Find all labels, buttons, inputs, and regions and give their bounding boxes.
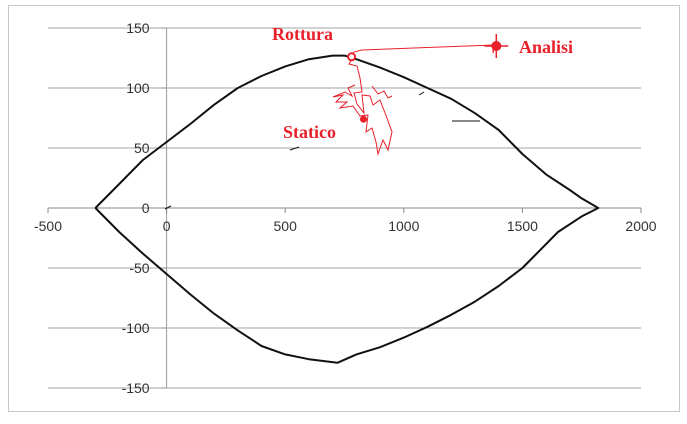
x-tick-label: 0 xyxy=(163,218,171,234)
red-scribble-layer xyxy=(332,44,496,156)
stray-marks-layer xyxy=(164,91,480,210)
annotation-analisi: Analisi xyxy=(519,37,573,57)
x-tick-label: 1000 xyxy=(388,218,419,234)
y-tick-label: 150 xyxy=(126,20,150,36)
annotation-statico: Statico xyxy=(283,122,336,142)
y-tick-label: 0 xyxy=(142,200,150,216)
stray-mark xyxy=(289,146,300,151)
stray-mark xyxy=(164,205,172,210)
point-rottura xyxy=(347,52,357,62)
x-tick-label: -500 xyxy=(34,218,62,234)
point-layer xyxy=(347,34,509,123)
y-tick-label: -150 xyxy=(122,380,150,396)
red-scribble-2 xyxy=(371,85,393,99)
y-tick-label: -50 xyxy=(129,260,149,276)
grid-layer xyxy=(48,27,641,389)
y-tick-label: 50 xyxy=(134,140,150,156)
red-scribble xyxy=(332,44,496,156)
y-tick-label: 100 xyxy=(126,80,150,96)
x-tick-label: 500 xyxy=(274,218,298,234)
point-statico xyxy=(359,115,367,123)
y-tick-label: -100 xyxy=(122,320,150,336)
x-tick-label: 2000 xyxy=(625,218,656,234)
point-analisi xyxy=(491,41,502,51)
series-layer xyxy=(94,54,600,364)
annotation-layer: Rottura Analisi Statico xyxy=(272,24,573,142)
annotation-rottura: Rottura xyxy=(272,24,333,44)
x-tick-label: 1500 xyxy=(507,218,538,234)
series-line xyxy=(94,54,600,364)
stray-mark xyxy=(418,91,425,96)
